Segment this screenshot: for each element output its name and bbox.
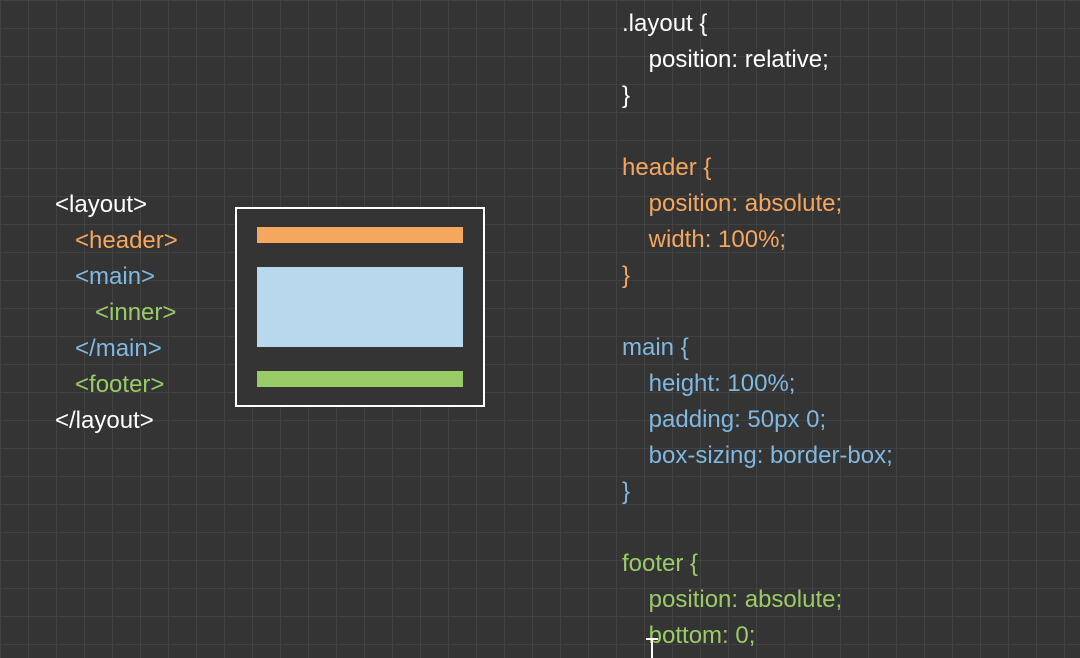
preview-footer-bar <box>257 371 463 387</box>
html-markup-code: <layout> <header> <main> <inner> </main>… <box>55 187 178 439</box>
css-code: .layout { position: relative; } header {… <box>622 6 893 658</box>
text-cursor-icon <box>646 640 660 658</box>
layout-preview <box>235 207 485 407</box>
preview-header-bar <box>257 227 463 243</box>
preview-main-area <box>257 267 463 347</box>
